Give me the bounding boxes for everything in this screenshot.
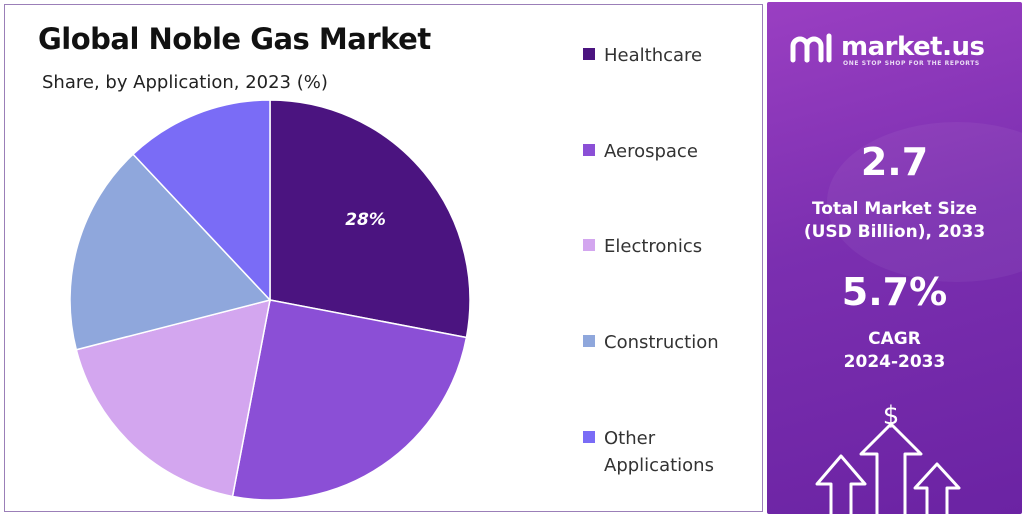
brand-tagline: ONE STOP SHOP FOR THE REPORTS: [843, 60, 980, 67]
market-size-value: 2.7: [860, 140, 929, 184]
pie-chart: 28%: [69, 99, 471, 501]
pie-slice-healthcare: [269, 99, 471, 339]
legend-label: Other Applications: [604, 428, 714, 476]
legend-item-aerospace: Aerospace: [583, 138, 744, 165]
market-size-label-line1: Total Market Size: [811, 199, 978, 219]
legend-item-healthcare: Healthcare: [583, 42, 744, 69]
chart-title: Global Noble Gas Market: [38, 22, 431, 56]
pie-slice-construction: [69, 153, 272, 351]
cagr-label-line2: 2024-2033: [843, 352, 946, 372]
dollar-sign-icon: $: [883, 401, 900, 431]
pie-data-label: 28%: [345, 210, 386, 230]
legend-label: Aerospace: [604, 141, 698, 162]
cagr-label-line1: CAGR: [868, 329, 921, 349]
panel-decoration: [827, 122, 1022, 282]
legend-label: Healthcare: [604, 45, 703, 66]
legend-item-other-applications: Other Applications: [583, 425, 744, 479]
legend-swatch: [583, 144, 595, 156]
legend-label: Construction: [604, 332, 719, 353]
pie-slice-other-applications: [132, 99, 271, 302]
legend-item-construction: Construction: [583, 329, 744, 356]
legend-swatch: [583, 431, 595, 443]
market-size-label-line2: (USD Billion), 2033: [803, 222, 986, 242]
legend-label: Electronics: [604, 236, 703, 257]
legend-swatch: [583, 335, 595, 347]
cagr-value: 5.7%: [841, 270, 948, 314]
legend-swatch: [583, 239, 595, 251]
stats-panel: market.us ONE STOP SHOP FOR THE REPORTS …: [767, 2, 1022, 514]
legend-item-electronics: Electronics: [583, 233, 744, 260]
svg-text:$: $: [883, 401, 900, 431]
chart-subtitle: Share, by Application, 2023 (%): [42, 72, 328, 93]
market-us-logo-icon: [790, 33, 832, 63]
brand-name: market.us: [841, 32, 985, 62]
brand-logo: market.us: [789, 30, 985, 64]
legend-swatch: [583, 48, 595, 60]
pie-slice-electronics: [75, 298, 271, 498]
pie-slice-aerospace: [231, 299, 468, 501]
growth-arrows-icon: $: [815, 401, 961, 514]
